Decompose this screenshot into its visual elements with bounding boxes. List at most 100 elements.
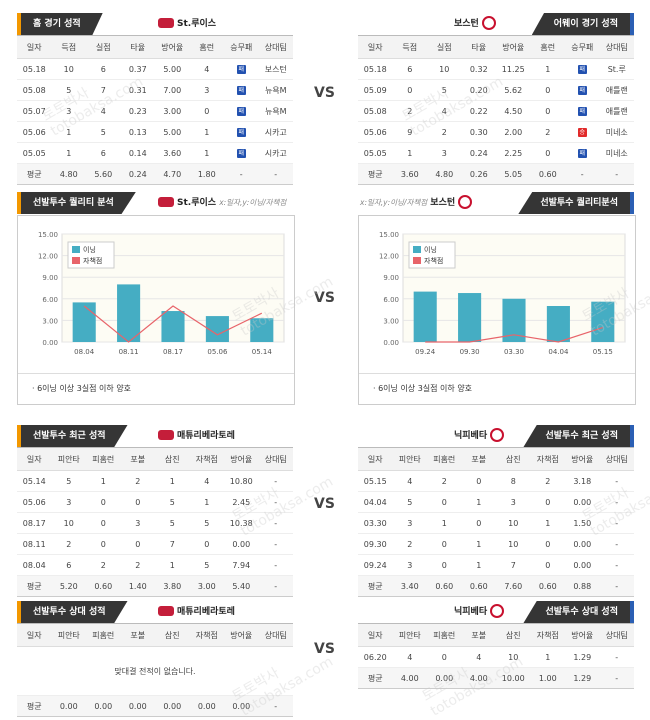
column-header: 상대팀 — [258, 623, 293, 647]
recent-right-title: 선발투수 최근 성적 — [523, 425, 634, 447]
vs-label: VS — [314, 641, 335, 657]
recent-left-title: 선발투수 최근 성적 — [17, 425, 128, 447]
legend-label: 이닝 — [424, 245, 437, 254]
column-header: 피홈런 — [86, 623, 121, 647]
table-cell: - — [258, 512, 293, 534]
table-cell: 0 — [189, 533, 224, 555]
table-row: 05.05 1 3 0.24 2.25 0 패 미네소 — [358, 142, 634, 164]
table-row: 05.08 2 4 0.22 4.50 0 패 애틀랜 — [358, 100, 634, 122]
result-badge: 패 — [577, 64, 587, 74]
table-cell: 0 — [530, 491, 565, 513]
legend-swatch — [72, 257, 80, 264]
table-cell: 08.04 — [17, 554, 52, 576]
table-cell: 03.30 — [358, 512, 393, 534]
column-header: 일자 — [358, 447, 393, 471]
legend-swatch — [413, 246, 421, 253]
recent-right-section: 닉피베타 선발투수 최근 성적 일자 피안타 피홈런 포볼 삼진 자책점 방어율 상대팀 05.… — [358, 425, 634, 597]
vs-right-table: 일자 피안타 피홈런 포볼 삼진 자책점 방어율 상대팀 06.20 4 0 4 10 1 1.29- 평균 4… — [358, 623, 634, 689]
average-cell: - — [258, 695, 293, 717]
table-cell: 9 — [392, 121, 427, 143]
vs-right-section: 닉피베타 선발투수 상대 성적 일자 피안타 피홈런 포볼 삼진 자책점 방어율 상대팀 06.… — [358, 601, 634, 689]
table-cell: 0.00 — [224, 533, 259, 555]
average-cell: 1.40 — [120, 575, 155, 597]
table-cell: 05.05 — [17, 142, 52, 164]
table-cell: 1 — [86, 470, 121, 492]
average-cell: 0.60 — [530, 575, 565, 597]
table-cell: 0.23 — [120, 100, 155, 122]
innings-bar — [458, 293, 482, 342]
innings-bar — [117, 284, 141, 342]
average-cell: 0.88 — [565, 575, 600, 597]
x-tick-label: 08.17 — [163, 348, 183, 356]
table-cell: 7.94 — [224, 554, 259, 576]
table-cell: 0.37 — [120, 58, 155, 80]
table-cell: 애틀랜 — [599, 79, 634, 101]
y-tick-label: 9.00 — [383, 274, 399, 282]
column-header: 삼진 — [496, 447, 531, 471]
table-cell: 09.30 — [358, 533, 393, 555]
table-cell: 10 — [51, 512, 86, 534]
vs-right-title: 선발투수 상대 성적 — [523, 601, 634, 623]
table-cell: 0.31 — [120, 79, 155, 101]
column-header: 승무패 — [224, 35, 259, 59]
cardinals-logo-icon — [158, 17, 174, 28]
table-cell: 2 — [392, 100, 427, 122]
column-header: 득점 — [392, 35, 427, 59]
away-games-title: 어웨이 경기 성적 — [531, 13, 634, 35]
result-badge: 패 — [236, 64, 246, 74]
table-cell: 2.00 — [496, 121, 531, 143]
table-cell: 05.09 — [358, 79, 393, 101]
table-cell: 0.30 — [461, 121, 496, 143]
table-cell: 2 — [392, 533, 427, 555]
recent-left-table: 일자 피안타 피홈런 포볼 삼진 자책점 방어율 상대팀 05.14 5 1 2 1 4 10.80-05.… — [17, 447, 293, 597]
table-cell: 0 — [461, 512, 496, 534]
table-cell: 0 — [530, 79, 565, 101]
table-cell: 1 — [392, 142, 427, 164]
cardinals-logo-icon — [158, 605, 174, 616]
result-badge: 패 — [577, 148, 587, 158]
x-tick-label: 09.30 — [460, 348, 480, 356]
home-games-table: 일자 득점 실점 타율 방어율 홈런 승무패 상대팀 05.18 10 6 0.37 5.00 4 패 보스턴… — [17, 35, 293, 185]
average-cell: - — [599, 575, 634, 597]
average-row: 평균 3.60 4.80 0.26 5.05 0.60- - — [358, 163, 634, 185]
table-cell: 3 — [496, 491, 531, 513]
result-badge: 패 — [236, 148, 246, 158]
table-cell: 10 — [496, 512, 531, 534]
vs-left-table: 일자 피안타 피홈런 포볼 삼진 자책점 방어율 상대팀 맞대결 전적이 없습니다. 평균 0.00… — [17, 623, 293, 717]
table-cell: 1 — [189, 142, 224, 164]
column-header: 상대팀 — [599, 623, 634, 647]
average-cell: 0.60 — [530, 163, 565, 185]
average-cell: 5.60 — [86, 163, 121, 185]
table-cell: - — [599, 470, 634, 492]
x-tick-label: 04.04 — [548, 348, 569, 356]
table-cell: 1.50 — [565, 512, 600, 534]
redsox-logo-icon — [481, 15, 496, 30]
table-cell: 7 — [86, 79, 121, 101]
table-cell: 1 — [461, 491, 496, 513]
table-cell: 1 — [427, 512, 462, 534]
innings-bar — [205, 316, 229, 342]
table-cell: 4 — [86, 100, 121, 122]
table-cell: 0.14 — [120, 142, 155, 164]
average-cell: 5.20 — [51, 575, 86, 597]
column-header: 득점 — [51, 35, 86, 59]
table-cell: 0.00 — [565, 491, 600, 513]
table-row: 05.06 9 2 0.30 2.00 2 승 미네소 — [358, 121, 634, 143]
table-cell: 0 — [427, 491, 462, 513]
average-cell: 0.00 — [427, 667, 462, 689]
table-cell: 2 — [530, 470, 565, 492]
column-header: 타율 — [461, 35, 496, 59]
quality-right-title: 선발투수 퀄리티분석 — [518, 192, 634, 214]
table-cell: 0 — [86, 512, 121, 534]
average-row: 평균 3.40 0.60 0.60 7.60 0.60 0.88- — [358, 575, 634, 597]
quality-right-chart-box: 0.00 3.00 6.00 9.00 12.00 15.00 09.24 09.30 03.3… — [358, 215, 636, 405]
pitcher-name: 닉피베타 — [454, 431, 488, 441]
table-cell: 4.50 — [496, 100, 531, 122]
column-header: 포볼 — [461, 623, 496, 647]
table-row: 06.20 4 0 4 10 1 1.29- — [358, 646, 634, 668]
column-header: 피안타 — [392, 623, 427, 647]
table-cell: - — [599, 533, 634, 555]
x-tick-label: 05.14 — [252, 348, 273, 356]
table-row: 05.06 3 0 0 5 1 2.45- — [17, 491, 293, 513]
